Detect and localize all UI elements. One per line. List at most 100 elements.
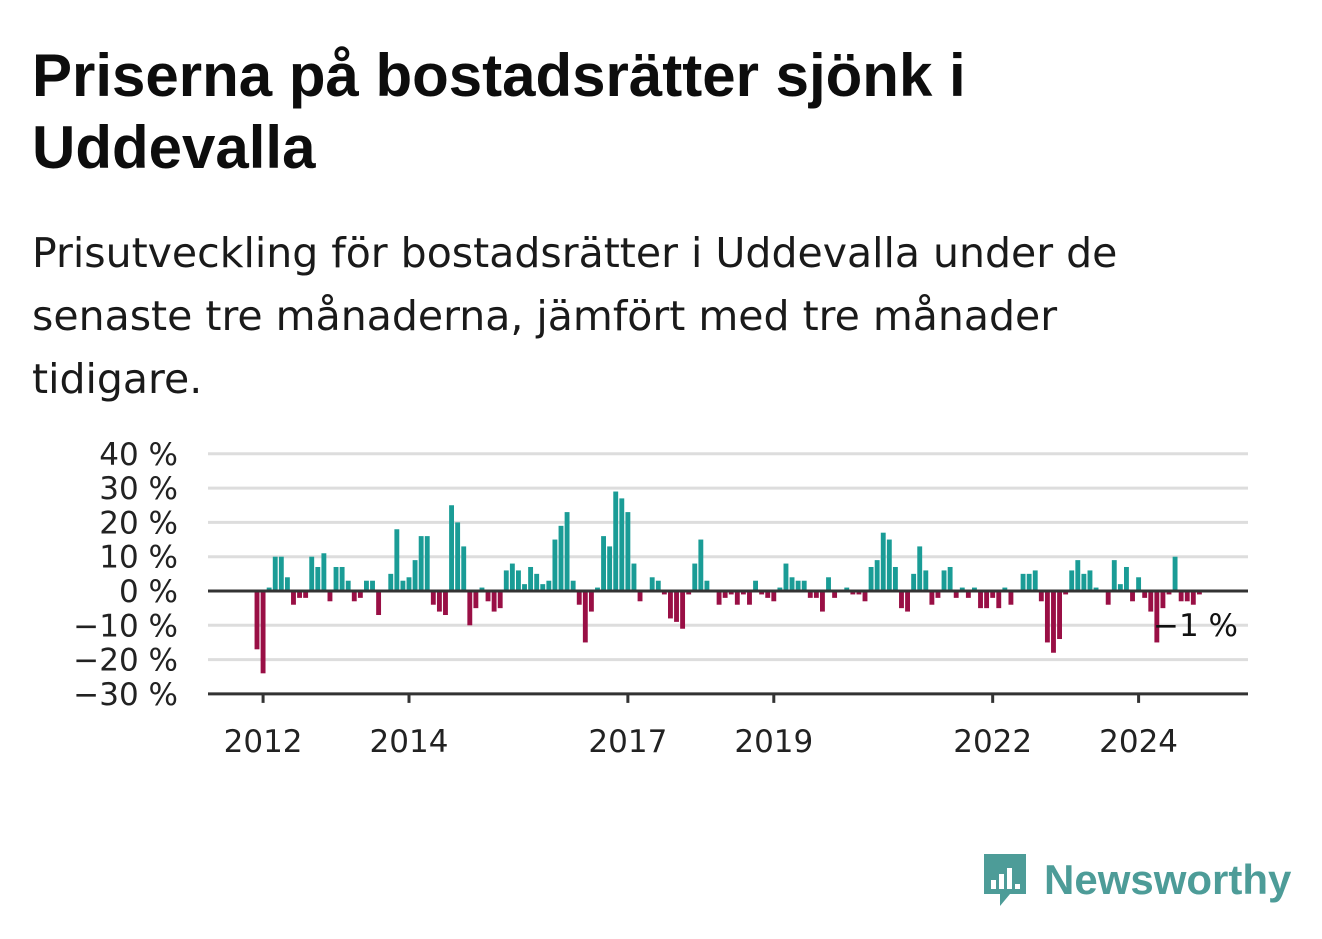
- bar: [321, 553, 327, 591]
- bar: [315, 566, 321, 591]
- bar: [1044, 591, 1050, 643]
- bar: [1178, 591, 1184, 602]
- bar: [1069, 570, 1075, 591]
- y-tick-label: 30 %: [99, 471, 178, 507]
- bar: [357, 591, 363, 598]
- newsworthy-logo-icon: [984, 854, 1026, 906]
- bar: [668, 591, 673, 619]
- bar: [376, 591, 382, 616]
- bar: [278, 556, 284, 591]
- bar: [291, 591, 296, 605]
- y-tick-label: −10 %: [73, 608, 178, 644]
- bar: [400, 580, 406, 591]
- bar: [844, 587, 850, 591]
- bar: [564, 512, 570, 591]
- bar: [661, 591, 667, 595]
- bar: [892, 566, 898, 591]
- bar: [959, 587, 965, 591]
- bar: [455, 522, 461, 591]
- bar: [862, 591, 868, 602]
- bar: [503, 570, 509, 591]
- bar: [351, 591, 357, 602]
- bar: [899, 591, 904, 609]
- bar: [540, 584, 546, 591]
- bar: [473, 591, 479, 609]
- chart-subtitle: Prisutveckling för bostadsrätter i Uddev…: [32, 229, 1118, 403]
- x-tick-label: 2012: [224, 724, 303, 760]
- bar: [558, 525, 564, 591]
- bar: [388, 573, 394, 591]
- bar: [1087, 570, 1093, 591]
- bar: [1026, 573, 1032, 591]
- bars: [254, 491, 1202, 674]
- y-tick-label: −20 %: [73, 643, 178, 679]
- bar: [1190, 591, 1196, 605]
- bar: [394, 529, 400, 591]
- bar: [601, 536, 606, 591]
- bar: [272, 556, 278, 591]
- bar: [886, 539, 892, 591]
- bar: [905, 591, 910, 612]
- bar: [333, 566, 339, 591]
- bar: [1002, 587, 1008, 591]
- bar: [637, 591, 643, 602]
- bar: [917, 546, 923, 591]
- bar: [613, 491, 619, 591]
- bar: [698, 539, 704, 591]
- bar: [552, 539, 558, 591]
- bar: [509, 563, 515, 591]
- bar: [1038, 591, 1044, 602]
- bar: [911, 573, 917, 591]
- x-tick-label: 2022: [953, 724, 1032, 760]
- bar: [370, 580, 375, 591]
- bar: [692, 563, 698, 591]
- bar-chart: 40 %30 %20 %10 %0 %−10 %−20 %−30 % 2012 2…: [73, 437, 1248, 760]
- x-tick-label: 2017: [588, 724, 667, 760]
- bar: [443, 591, 448, 616]
- bar: [297, 591, 302, 598]
- bar: [449, 505, 454, 591]
- bar: [254, 591, 260, 650]
- bar: [522, 584, 527, 591]
- x-tick-label: 2024: [1099, 724, 1178, 760]
- bar: [1172, 556, 1178, 591]
- bar: [740, 591, 746, 595]
- bar: [990, 591, 996, 598]
- bar: [728, 591, 734, 595]
- bar: [412, 560, 418, 591]
- brand-logo: Newsworthy: [980, 850, 1291, 910]
- bar: [965, 591, 971, 598]
- bar: [534, 573, 540, 591]
- bar: [424, 536, 430, 591]
- bar: [436, 591, 442, 612]
- bar: [418, 536, 424, 591]
- bar: [984, 591, 990, 609]
- bar: [777, 587, 783, 591]
- bar: [978, 591, 983, 609]
- bar: [1160, 591, 1166, 609]
- bar: [546, 580, 552, 591]
- last-value-label: −1 %: [1153, 608, 1238, 644]
- bar: [607, 546, 613, 591]
- bar: [1130, 591, 1135, 602]
- y-tick-label: 0 %: [119, 574, 178, 610]
- bar: [430, 591, 436, 605]
- bar: [704, 580, 710, 591]
- y-tick-label: 20 %: [99, 505, 178, 541]
- axes: [208, 589, 1248, 696]
- bar: [674, 591, 679, 622]
- bar: [820, 591, 825, 612]
- bar: [1081, 573, 1087, 591]
- bar: [1148, 591, 1154, 612]
- bar: [516, 570, 521, 591]
- bar: [935, 591, 941, 598]
- bar: [1057, 591, 1062, 640]
- bar: [1105, 591, 1111, 605]
- x-tick-label: 2014: [370, 724, 449, 760]
- bar: [734, 591, 740, 605]
- bar: [680, 591, 686, 629]
- brand-name: Newsworthy: [1044, 856, 1292, 903]
- bar: [771, 591, 777, 602]
- bar: [1093, 587, 1099, 591]
- y-tick-label: 10 %: [99, 540, 178, 576]
